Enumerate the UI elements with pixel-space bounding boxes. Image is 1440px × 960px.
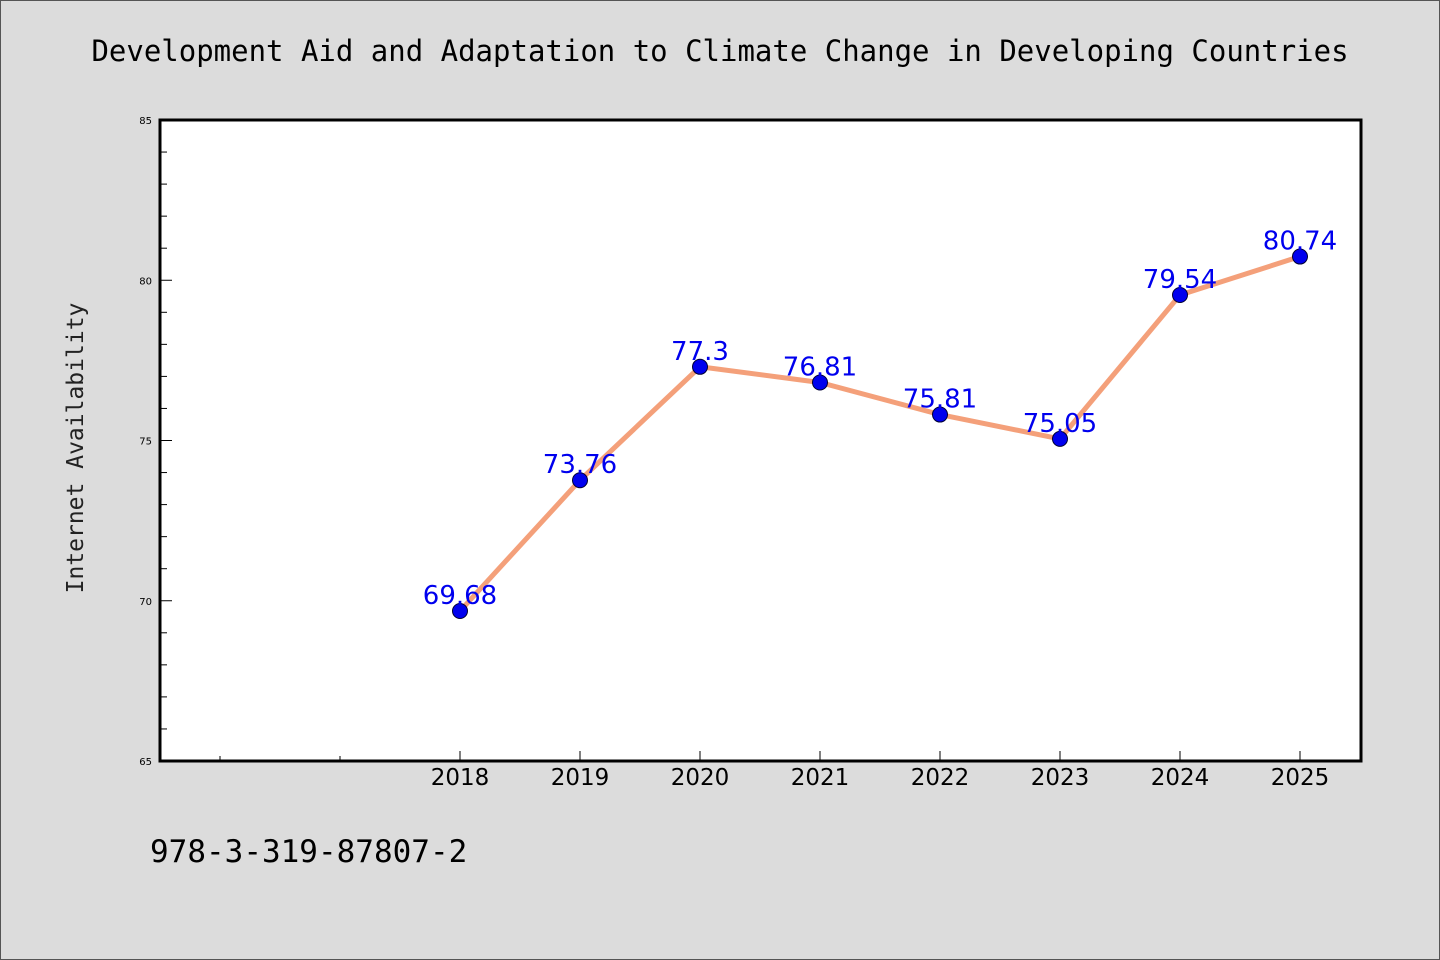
data-label: 73.76: [543, 450, 617, 480]
x-tick-label: 2023: [1031, 765, 1090, 791]
data-point: [1292, 248, 1308, 265]
data-point: [1172, 286, 1188, 303]
series-line: [457, 254, 1303, 614]
data-label: 77.3: [671, 337, 729, 367]
y-tick-label: 70: [139, 597, 152, 608]
data-point: [812, 374, 828, 391]
series-layer: 69.68 73.76 77.3 76.81 75.81 75.05 79.54 80.74: [423, 227, 1337, 620]
x-tick-label: 2025: [1271, 765, 1330, 791]
x-tick-label: 2018: [431, 765, 490, 791]
x-tick-label: 2019: [551, 765, 610, 791]
data-label: 69.68: [423, 581, 497, 611]
y-axis: 65 70 75 80 85: [139, 116, 172, 768]
data-label: 75.81: [903, 385, 977, 415]
data-point: [692, 358, 708, 375]
y-tick-label: 65: [139, 757, 152, 768]
plot-area: [158, 118, 1363, 763]
x-tick-label: 2022: [911, 765, 970, 791]
y-tick-label: 85: [139, 116, 152, 127]
data-point: [452, 603, 468, 620]
data-point: [572, 472, 588, 489]
data-label: 79.54: [1143, 265, 1217, 295]
data-point: [1052, 430, 1068, 447]
footer-code: 978-3-319-87807-2: [150, 834, 468, 870]
y-tick-label: 75: [139, 437, 152, 448]
x-tick-label: 2020: [671, 765, 730, 791]
chart-title: Development Aid and Adaptation to Climat…: [91, 34, 1349, 68]
data-label: 75.05: [1023, 409, 1097, 439]
y-tick-label: 80: [139, 276, 152, 287]
data-label: 76.81: [783, 352, 857, 382]
x-tick-label: 2024: [1151, 765, 1210, 791]
x-tick-label: 2021: [791, 765, 850, 791]
x-axis: 2018 2019 2020 2021 2022 2023 2024 2025: [219, 751, 1330, 791]
data-label: 80.74: [1263, 227, 1337, 257]
data-point: [932, 406, 948, 423]
